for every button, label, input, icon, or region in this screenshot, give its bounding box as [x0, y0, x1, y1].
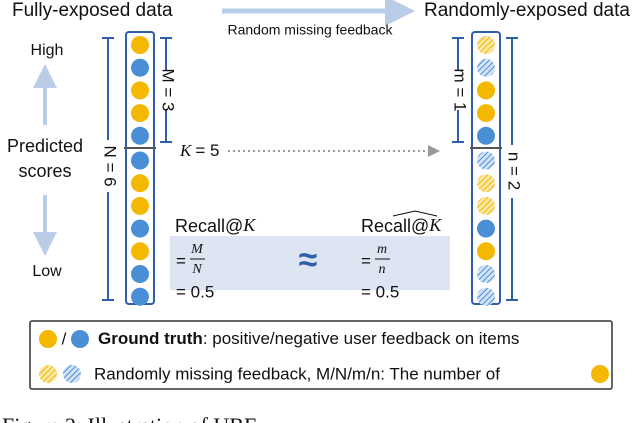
bracket-label: n = 2: [505, 152, 524, 190]
item: [477, 58, 495, 77]
axis-label: Predicted: [7, 136, 83, 156]
legend-negative: [71, 330, 89, 348]
left-title: Fully-exposed data: [12, 0, 173, 21]
item: [131, 81, 149, 100]
low-label: Low: [32, 263, 62, 280]
item: [477, 81, 495, 100]
item: [131, 265, 149, 283]
metric-box: [170, 236, 450, 290]
right-title: Randomly-exposed data: [424, 0, 630, 21]
item: [131, 58, 149, 77]
item: [477, 196, 495, 215]
item: [131, 151, 149, 170]
cutoff-label: K = 5: [179, 141, 219, 161]
item: [131, 287, 149, 306]
item: [477, 287, 495, 306]
item: [131, 196, 149, 215]
eq: =: [361, 251, 371, 270]
legend-sep: /: [62, 329, 67, 348]
legend-bold: Ground truth: [98, 329, 203, 348]
brackets: [102, 37, 518, 301]
cutoff-var: K: [179, 141, 193, 160]
denominator: n: [379, 262, 386, 277]
recall-prefix: Recall@: [361, 216, 429, 236]
eq: =: [176, 251, 186, 270]
denominator: N: [191, 262, 202, 277]
legend-desc: : positive/negative user feedback on ite…: [203, 329, 520, 348]
legend-box: [29, 320, 613, 390]
high-label: High: [31, 42, 64, 59]
caption: Figure 2: Illustration of UBE.: [2, 413, 263, 423]
item: [477, 104, 495, 123]
item: [477, 174, 495, 193]
numerator: m: [377, 242, 387, 257]
result: = 0.5: [176, 282, 214, 301]
recall-var: K: [428, 215, 442, 235]
legend-missing-negative: [63, 365, 81, 383]
bracket-label: N = 6: [101, 145, 120, 186]
item: [131, 242, 149, 261]
item: [477, 265, 495, 283]
item: [477, 36, 495, 54]
bracket-label: M = 3: [159, 69, 178, 112]
item: [131, 36, 149, 54]
item: [477, 151, 495, 170]
legend-positive: [591, 365, 609, 383]
item: [477, 242, 495, 261]
arrow-label: Random missing feedback: [228, 22, 394, 38]
legend-missing-positive: [39, 365, 57, 383]
recall-label: Recall@K: [361, 215, 442, 236]
result: = 0.5: [361, 282, 399, 301]
legend-text: Randomly missing feedback, M/N/m/n: The …: [94, 364, 500, 383]
item-columns: [124, 31, 502, 306]
approx: ≈: [299, 241, 318, 279]
legend-positive: [39, 330, 57, 348]
numerator: M: [190, 242, 204, 257]
item: [131, 126, 149, 145]
recall-var: K: [242, 215, 256, 235]
recall-label: Recall@K: [175, 215, 256, 236]
cutoff-text: = 5: [195, 141, 219, 160]
hat: [392, 210, 438, 217]
item: [477, 219, 495, 238]
recall-prefix: Recall@: [175, 216, 243, 236]
item: [477, 126, 495, 145]
legend-text: Ground truth: positive/negative user fee…: [98, 329, 519, 348]
axis-label: scores: [18, 161, 71, 181]
item: [131, 219, 149, 238]
item: [131, 104, 149, 123]
bracket-label: m = 1: [451, 69, 470, 112]
item: [131, 174, 149, 193]
